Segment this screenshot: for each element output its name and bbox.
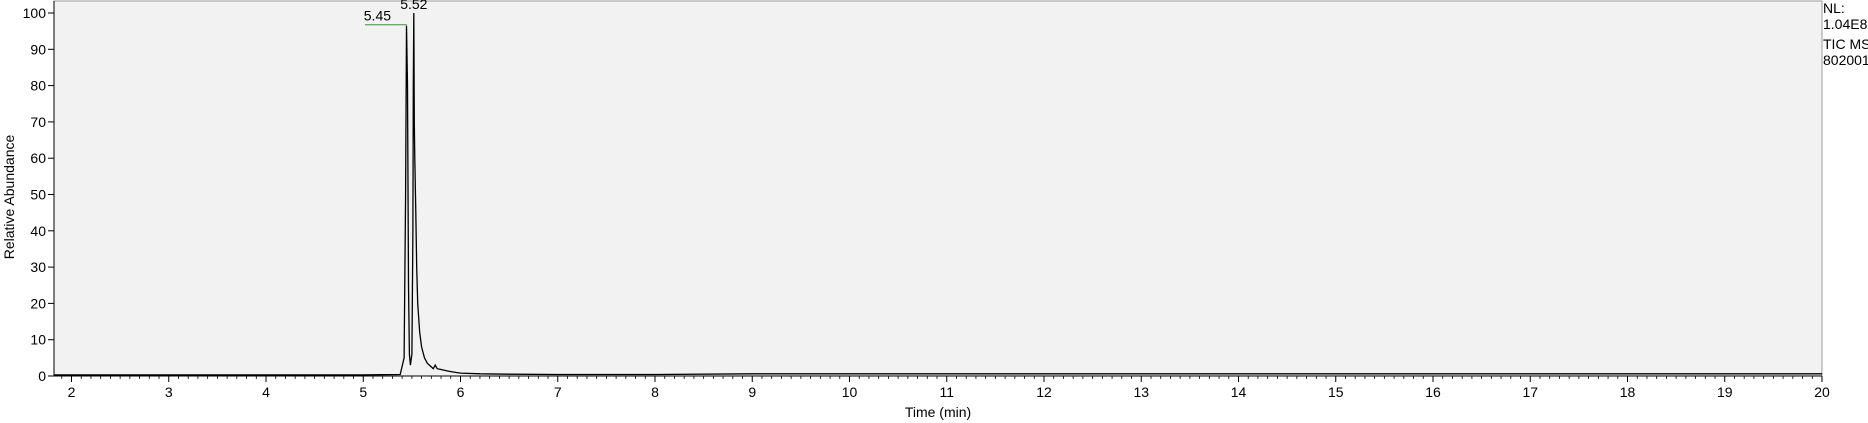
file-id: 802001: [1823, 52, 1868, 68]
x-tick-label: 15: [1328, 384, 1344, 400]
y-tick-label: 40: [30, 223, 46, 239]
y-tick-label: 20: [30, 295, 46, 311]
x-tick-label: 9: [748, 384, 756, 400]
x-axis-title: Time (min): [905, 404, 971, 420]
peak-label: 5.52: [400, 0, 427, 12]
x-axis-ticks: 2 3 4 5 6 7 8 9 10 11 12 13 14 15 16 17 18 19 20: [68, 376, 1830, 400]
scan-filter: TIC MS: [1823, 36, 1868, 52]
x-tick-label: 4: [262, 384, 270, 400]
x-tick-label: 13: [1133, 384, 1149, 400]
x-tick-label: 7: [554, 384, 562, 400]
y-tick-label: 90: [30, 41, 46, 57]
peak-label: 5.45: [364, 8, 391, 24]
x-tick-label: 12: [1036, 384, 1052, 400]
x-tick-label: 17: [1522, 384, 1538, 400]
x-tick-label: 6: [457, 384, 465, 400]
y-tick-label: 70: [30, 114, 46, 130]
y-tick-label: 100: [23, 5, 47, 21]
nl-value: 1.04E8: [1823, 16, 1868, 32]
y-tick-label: 30: [30, 259, 46, 275]
x-tick-label: 11: [939, 384, 954, 400]
y-axis-title: Relative Abundance: [1, 135, 17, 260]
x-tick-label: 20: [1814, 384, 1830, 400]
y-tick-label: 80: [30, 78, 46, 94]
nl-label: NL:: [1823, 0, 1845, 16]
x-tick-label: 18: [1620, 384, 1636, 400]
y-tick-label: 60: [30, 150, 46, 166]
x-tick-label: 3: [165, 384, 173, 400]
x-tick-label: 16: [1425, 384, 1441, 400]
x-tick-label: 2: [68, 384, 76, 400]
x-tick-label: 8: [651, 384, 659, 400]
plot-area: [53, 0, 1823, 377]
peak-labels: 5.45 5.52: [364, 0, 428, 24]
y-tick-label: 50: [30, 187, 46, 203]
y-axis-ticks: 0 10 20 30 40 50 60 70 80 90 100: [23, 5, 54, 384]
y-tick-label: 10: [30, 332, 46, 348]
tic-trace: [54, 12, 1822, 376]
x-tick-label: 5: [359, 384, 367, 400]
x-tick-label: 14: [1231, 384, 1247, 400]
x-tick-label: 10: [842, 384, 858, 400]
x-tick-label: 19: [1717, 384, 1733, 400]
y-tick-label: 0: [38, 368, 46, 384]
